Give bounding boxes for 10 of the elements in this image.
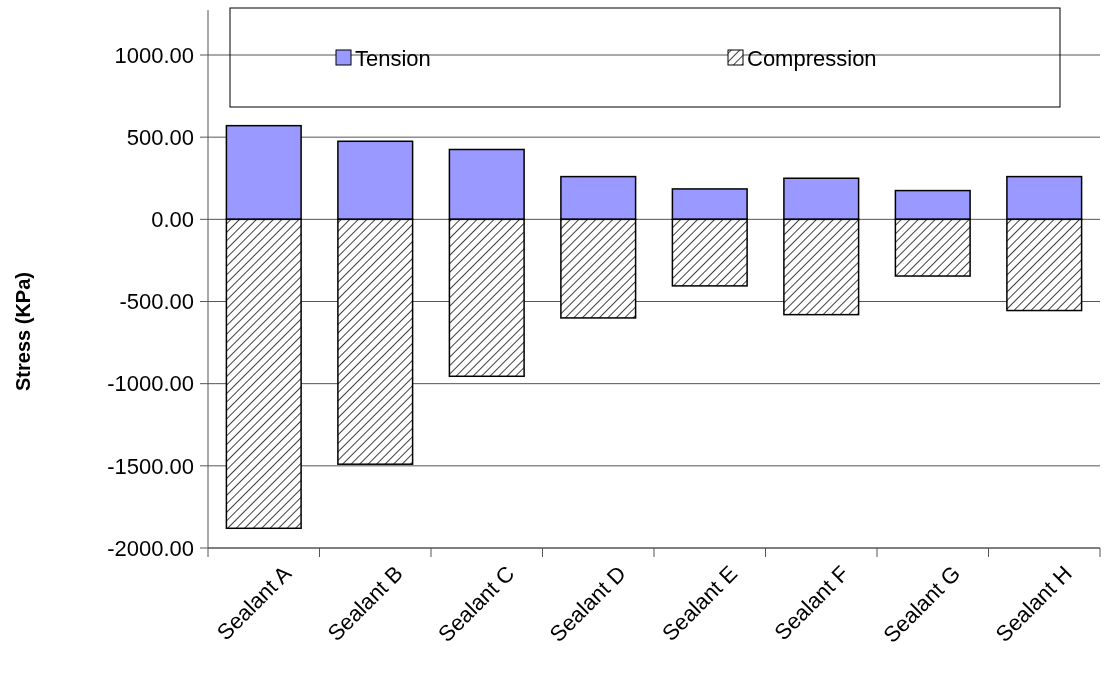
- legend-label: Tension: [355, 45, 431, 71]
- y-tick-label: -1000.00: [107, 371, 194, 397]
- y-axis-title: Stress (KPa): [12, 272, 34, 391]
- y-tick-label: -2000.00: [107, 535, 194, 561]
- y-tick-label: 1000.00: [114, 42, 194, 68]
- y-tick-label: -500.00: [119, 289, 194, 315]
- y-tick-label: -1500.00: [107, 453, 194, 479]
- y-tick-label: 0.00: [151, 207, 194, 233]
- y-tick-label: 500.00: [126, 124, 194, 150]
- legend-label: Compression: [747, 45, 877, 71]
